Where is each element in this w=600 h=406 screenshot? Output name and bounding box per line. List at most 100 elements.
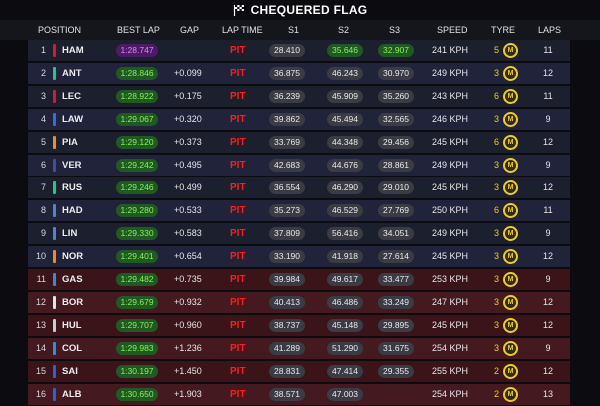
team-color-bar — [53, 181, 56, 195]
driver-code: HAD — [62, 205, 83, 217]
gap-to-leader: +0.533 — [174, 205, 202, 216]
position-number: 16 — [35, 388, 46, 399]
table-row[interactable]: 12 BOR 1:29.679 +0.932 PIT 40.413 46.486 33.249… — [28, 291, 570, 313]
gap-to-leader: +1.903 — [174, 388, 202, 399]
sector-3-time: 28.861 — [378, 158, 414, 172]
laps-completed: 12 — [542, 251, 553, 262]
laps-completed: 12 — [542, 319, 553, 330]
driver-code: ANT — [62, 67, 82, 79]
table-row[interactable]: 2 ANT 1:28.846 +0.099 PIT 36.875 46.243 30.970 2… — [28, 62, 570, 84]
best-lap-time: 1:29.482 — [116, 273, 158, 286]
position-number: 10 — [35, 251, 46, 262]
table-row[interactable]: 8 HAD 1:29.280 +0.533 PIT 35.273 46.529 27.769 2… — [28, 200, 570, 222]
team-color-bar — [53, 135, 56, 149]
column-header-speed: SPEED — [437, 25, 468, 35]
team-color-bar — [53, 89, 56, 103]
speed-trap: 245 KPH — [432, 319, 469, 330]
speed-trap: 246 KPH — [432, 113, 469, 124]
laps-completed: 9 — [545, 342, 551, 353]
medium-tyre-icon: M — [503, 134, 518, 150]
medium-tyre-icon: M — [503, 294, 518, 310]
sector-3-time: 33.249 — [378, 295, 414, 309]
laps-completed: 12 — [542, 182, 553, 193]
tyre-age: 3 — [493, 67, 499, 78]
lap-time-status: PIT — [230, 365, 246, 377]
team-color-bar — [53, 158, 56, 172]
sector-2-time: 47.003 — [327, 387, 363, 401]
sector-2-time: 45.148 — [327, 318, 363, 332]
tyre-age: 3 — [493, 159, 499, 170]
gap-to-leader: +0.583 — [174, 228, 202, 239]
session-status-banner: CHEQUERED FLAG — [0, 0, 600, 20]
medium-tyre-icon: M — [503, 386, 518, 402]
lap-time-status: PIT — [230, 182, 246, 194]
speed-trap: 241 KPH — [432, 45, 469, 55]
column-header-best-lap: BEST LAP — [117, 25, 160, 35]
sector-2-time: 46.486 — [327, 295, 363, 309]
table-row[interactable]: 1 HAM 1:28.747 PIT 28.410 35.646 32.907 241 KPH… — [28, 40, 570, 61]
driver-code: HUL — [62, 319, 82, 331]
sector-2-time: 45.494 — [327, 112, 363, 126]
laps-completed: 9 — [545, 159, 551, 170]
table-row[interactable]: 6 VER 1:29.242 +0.495 PIT 42.683 44.676 28.861 2… — [28, 154, 570, 176]
lap-time-status: PIT — [230, 251, 246, 263]
gap-to-leader: +0.960 — [174, 319, 202, 330]
sector-2-time: 44.348 — [327, 135, 363, 149]
tyre-age: 3 — [493, 274, 499, 284]
tyre-age: 3 — [493, 182, 499, 193]
sector-3-time: 29.010 — [378, 181, 414, 195]
best-lap-time: 1:29.679 — [116, 295, 158, 309]
tyre-age: 3 — [493, 251, 499, 262]
position-number: 2 — [40, 67, 46, 78]
team-color-bar — [53, 44, 56, 57]
sector-2-time: 45.909 — [327, 89, 363, 103]
driver-code: RUS — [62, 182, 83, 194]
sector-1-time: 38.571 — [269, 387, 305, 401]
medium-tyre-icon: M — [503, 340, 518, 356]
table-row[interactable]: 4 LAW 1:29.067 +0.320 PIT 39.862 45.494 32.565 2… — [28, 108, 570, 130]
speed-trap: 255 KPH — [432, 365, 469, 376]
speed-trap: 245 KPH — [432, 136, 469, 147]
sector-1-time: 36.554 — [269, 181, 305, 195]
column-header-position: POSITION — [38, 25, 82, 35]
speed-trap: 254 KPH — [432, 342, 469, 353]
table-row[interactable]: 11 GAS 1:29.482 +0.735 PIT 39.984 49.617 33.477… — [28, 269, 570, 290]
table-row[interactable]: 9 LIN 1:29.330 +0.583 PIT 37.809 56.416 34.051 2… — [28, 223, 570, 245]
table-row[interactable]: 15 SAI 1:30.197 +1.450 PIT 28.831 47.414 29.355… — [28, 360, 570, 382]
laps-completed: 13 — [542, 388, 553, 399]
sector-1-time: 40.413 — [269, 295, 305, 309]
best-lap-time: 1:29.280 — [116, 204, 158, 218]
tyre-age: 3 — [493, 228, 499, 239]
best-lap-time: 1:29.067 — [116, 112, 158, 126]
laps-completed: 12 — [542, 365, 553, 376]
sector-3-time: 32.565 — [378, 112, 414, 126]
tyre-age: 6 — [493, 90, 499, 101]
table-row[interactable]: 10 NOR 1:29.401 +0.654 PIT 33.190 41.918 27.614… — [28, 246, 570, 268]
lap-time-status: PIT — [230, 205, 246, 217]
table-row[interactable]: 7 RUS 1:29.246 +0.499 PIT 36.554 46.290 29.010 2… — [28, 177, 570, 199]
column-header-s2: S2 — [338, 25, 350, 35]
sector-1-time: 42.683 — [269, 158, 305, 172]
speed-trap: 243 KPH — [432, 90, 469, 101]
best-lap-time: 1:29.246 — [116, 181, 158, 195]
table-row[interactable]: 3 LEC 1:28.922 +0.175 PIT 36.239 45.909 35.260 2… — [28, 85, 570, 107]
column-header-laps: LAPS — [538, 25, 562, 35]
table-row[interactable]: 16 ALB 1:30.650 +1.903 PIT 38.571 47.003 254 KP… — [28, 383, 570, 405]
position-number: 4 — [40, 113, 46, 124]
gap-to-leader: +0.320 — [174, 113, 202, 124]
table-row[interactable]: 13 HUL 1:29.707 +0.960 PIT 38.737 45.148 29.895… — [28, 314, 570, 336]
table-row[interactable]: 5 PIA 1:29.120 +0.373 PIT 33.769 44.348 29.456 2… — [28, 131, 570, 153]
sector-1-time: 36.239 — [269, 89, 305, 103]
speed-trap: 249 KPH — [432, 159, 469, 170]
best-lap-time: 1:29.401 — [116, 250, 158, 264]
sector-2-time: 46.290 — [327, 181, 363, 195]
tyre-age: 6 — [493, 136, 499, 147]
table-row[interactable]: 14 COL 1:29.983 +1.236 PIT 41.289 51.290 31.675… — [28, 337, 570, 359]
position-number: 3 — [40, 90, 46, 101]
position-number: 9 — [40, 228, 46, 239]
medium-tyre-icon: M — [503, 157, 518, 173]
driver-code: LEC — [62, 90, 81, 102]
lap-time-status: PIT — [230, 228, 246, 240]
sector-2-time: 47.414 — [327, 364, 363, 378]
driver-code: VER — [62, 159, 82, 171]
